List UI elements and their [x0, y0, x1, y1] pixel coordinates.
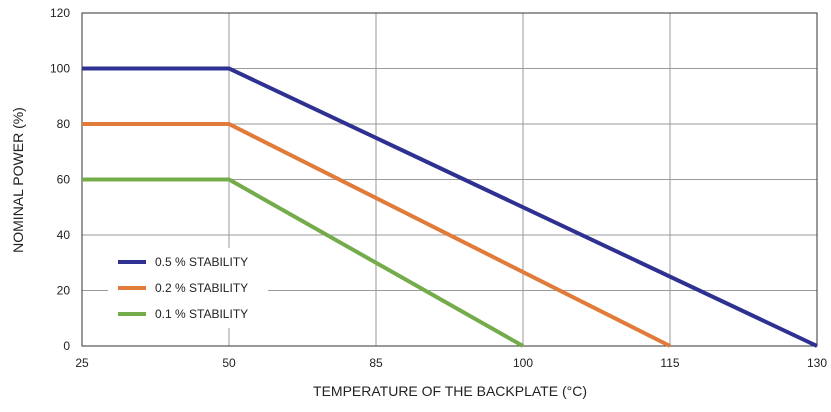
series-line-0-2-stability — [82, 122, 671, 348]
y-tick-label-40: 40 — [57, 228, 71, 242]
legend-label-0-1-stability: 0.1 % STABILITY — [155, 307, 248, 321]
series-line-0-1-stability — [82, 177, 524, 348]
y-tick-label-80: 80 — [57, 117, 71, 131]
legend-items: 0.5 % STABILITY 0.2 % STABILITY 0.1 % STAB… — [118, 255, 248, 321]
x-tick-label-115: 115 — [660, 356, 679, 370]
legend-label-0-2-stability: 0.2 % STABILITY — [155, 281, 248, 295]
legend-label-0-5-stability: 0.5 % STABILITY — [155, 255, 248, 269]
x-tick-label-100: 100 — [513, 356, 533, 370]
y-tick-label-120: 120 — [50, 6, 70, 20]
y-axis-ticks: 0 20 40 60 80 100 120 — [50, 6, 70, 353]
y-axis-title: NOMINAL POWER (%) — [10, 107, 26, 253]
x-axis-ticks: 25 50 85 100 115 130 — [75, 356, 827, 370]
y-tick-label-20: 20 — [57, 284, 71, 298]
x-tick-label-130: 130 — [807, 356, 827, 370]
y-tick-label-60: 60 — [57, 173, 71, 187]
series-line-0-5-stability — [82, 66, 818, 348]
x-tick-label-85: 85 — [369, 356, 383, 370]
y-tick-label-100: 100 — [50, 62, 70, 76]
series-lines — [82, 66, 818, 348]
legend: 0.5 % STABILITY 0.2 % STABILITY 0.1 % STAB… — [108, 248, 268, 328]
x-tick-label-50: 50 — [222, 356, 236, 370]
x-tick-label-25: 25 — [75, 356, 89, 370]
y-tick-label-0: 0 — [63, 339, 70, 353]
x-axis-title: TEMPERATURE OF THE BACKPLATE (°C) — [313, 383, 587, 399]
